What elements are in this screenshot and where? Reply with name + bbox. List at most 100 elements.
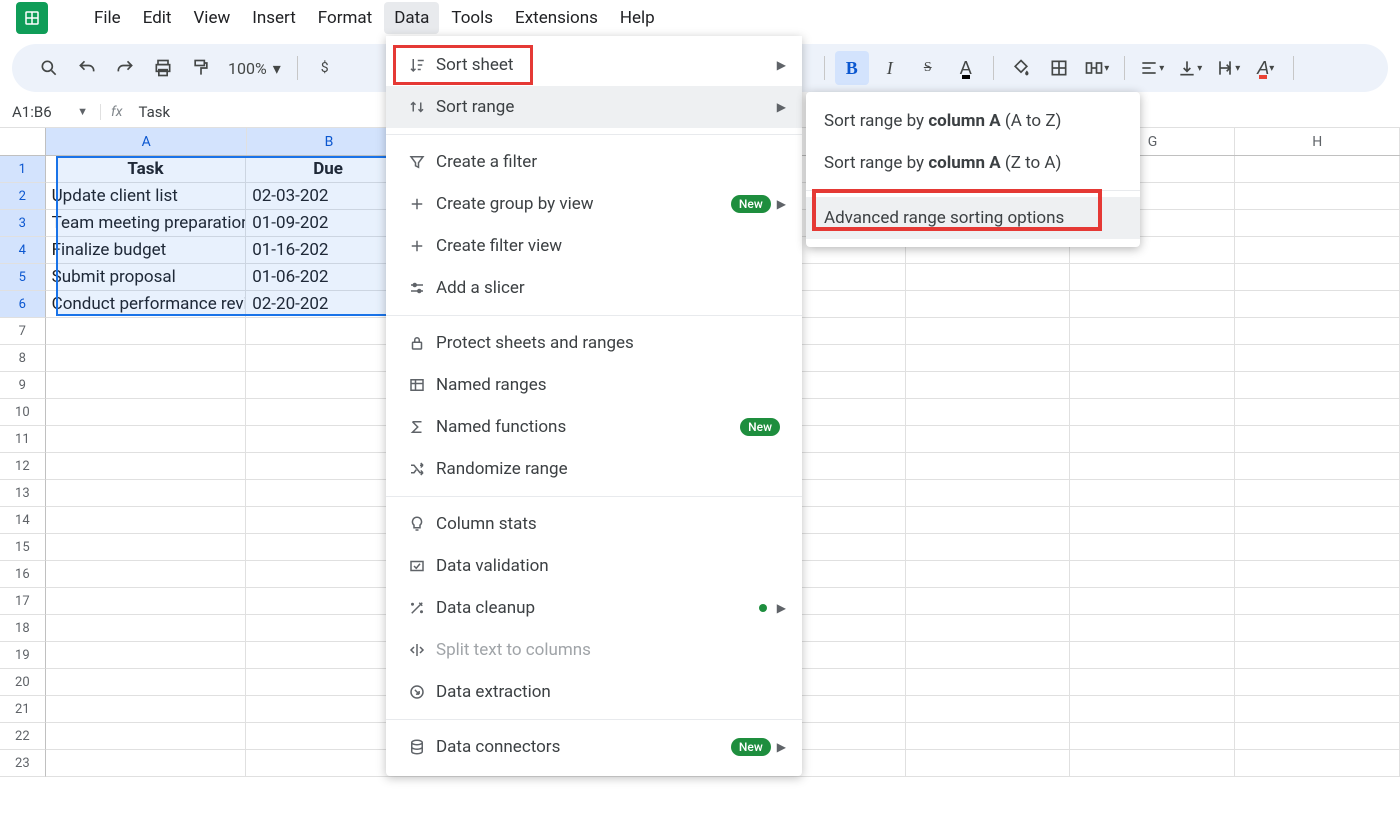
cell[interactable] bbox=[906, 399, 1071, 426]
h-align-icon[interactable]: ▾ bbox=[1135, 51, 1169, 85]
fx-content[interactable]: Task bbox=[132, 103, 176, 121]
cell[interactable] bbox=[1235, 669, 1400, 696]
cell[interactable] bbox=[46, 750, 247, 777]
menu-item-create-filter-view[interactable]: Create filter view bbox=[386, 225, 802, 267]
strikethrough-button[interactable]: S bbox=[911, 51, 945, 85]
cell[interactable] bbox=[46, 318, 247, 345]
merge-cells-icon[interactable]: ▾ bbox=[1080, 51, 1114, 85]
cell[interactable] bbox=[46, 642, 247, 669]
name-box[interactable]: A1:B6 ▼ bbox=[0, 103, 100, 121]
row-header[interactable]: 5 bbox=[0, 264, 46, 291]
cell[interactable] bbox=[1070, 642, 1235, 669]
cell[interactable] bbox=[1070, 399, 1235, 426]
cell[interactable] bbox=[1070, 291, 1235, 318]
cell[interactable] bbox=[1070, 696, 1235, 723]
print-icon[interactable] bbox=[146, 51, 180, 85]
text-color-button[interactable]: A bbox=[949, 51, 983, 85]
cell[interactable] bbox=[1235, 750, 1400, 777]
cell[interactable] bbox=[46, 453, 247, 480]
cell[interactable] bbox=[1235, 237, 1400, 264]
submenu-item[interactable]: Advanced range sorting options bbox=[806, 197, 1140, 239]
cell[interactable] bbox=[46, 426, 247, 453]
menu-item-create-group-by-view[interactable]: Create group by viewNew▶ bbox=[386, 183, 802, 225]
cell[interactable] bbox=[906, 372, 1071, 399]
cell[interactable] bbox=[1235, 561, 1400, 588]
row-header[interactable]: 17 bbox=[0, 588, 46, 615]
row-header[interactable]: 7 bbox=[0, 318, 46, 345]
row-header[interactable]: 9 bbox=[0, 372, 46, 399]
cell[interactable] bbox=[1235, 696, 1400, 723]
cell[interactable] bbox=[1235, 588, 1400, 615]
menu-edit[interactable]: Edit bbox=[133, 2, 182, 34]
menu-item-column-stats[interactable]: Column stats bbox=[386, 503, 802, 545]
col-header-A[interactable]: A bbox=[46, 128, 247, 155]
cell[interactable] bbox=[46, 561, 247, 588]
fill-color-icon[interactable] bbox=[1004, 51, 1038, 85]
cell[interactable] bbox=[906, 588, 1071, 615]
cell[interactable] bbox=[1235, 183, 1400, 210]
italic-button[interactable]: I bbox=[873, 51, 907, 85]
cell[interactable]: Conduct performance review bbox=[46, 291, 247, 318]
cell[interactable] bbox=[46, 372, 247, 399]
cell[interactable] bbox=[1235, 156, 1400, 183]
menu-file[interactable]: File bbox=[84, 2, 131, 34]
row-header[interactable]: 11 bbox=[0, 426, 46, 453]
cell[interactable] bbox=[906, 696, 1071, 723]
menu-item-data-validation[interactable]: Data validation bbox=[386, 545, 802, 587]
menu-item-named-functions[interactable]: Named functionsNew bbox=[386, 406, 802, 448]
cell[interactable] bbox=[1070, 453, 1235, 480]
cell[interactable] bbox=[1070, 615, 1235, 642]
bold-button[interactable]: B bbox=[835, 51, 869, 85]
cell[interactable] bbox=[46, 723, 247, 750]
menu-item-create-a-filter[interactable]: Create a filter bbox=[386, 141, 802, 183]
menu-item-named-ranges[interactable]: Named ranges bbox=[386, 364, 802, 406]
row-header[interactable]: 6 bbox=[0, 291, 46, 318]
wrap-icon[interactable]: ▾ bbox=[1211, 51, 1245, 85]
cell[interactable] bbox=[1070, 669, 1235, 696]
cell[interactable]: Finalize budget bbox=[46, 237, 247, 264]
menu-item-data-extraction[interactable]: Data extraction bbox=[386, 671, 802, 713]
row-header[interactable]: 8 bbox=[0, 345, 46, 372]
row-header[interactable]: 18 bbox=[0, 615, 46, 642]
cell[interactable] bbox=[1070, 588, 1235, 615]
cell[interactable] bbox=[906, 345, 1071, 372]
menu-data[interactable]: Data bbox=[384, 2, 439, 34]
cell[interactable] bbox=[1070, 372, 1235, 399]
cell[interactable] bbox=[1070, 723, 1235, 750]
menu-insert[interactable]: Insert bbox=[242, 2, 306, 34]
row-header[interactable]: 14 bbox=[0, 507, 46, 534]
cell[interactable] bbox=[1235, 615, 1400, 642]
menu-tools[interactable]: Tools bbox=[441, 2, 503, 34]
cell[interactable] bbox=[46, 669, 247, 696]
cell[interactable] bbox=[1235, 534, 1400, 561]
cell[interactable] bbox=[906, 750, 1071, 777]
cell[interactable] bbox=[1235, 399, 1400, 426]
paint-format-icon[interactable] bbox=[184, 51, 218, 85]
row-header[interactable]: 23 bbox=[0, 750, 46, 777]
row-header[interactable]: 21 bbox=[0, 696, 46, 723]
row-header[interactable]: 2 bbox=[0, 183, 46, 210]
row-header[interactable]: 19 bbox=[0, 642, 46, 669]
cell[interactable] bbox=[906, 723, 1071, 750]
cell[interactable]: Update client list bbox=[46, 183, 247, 210]
cell[interactable] bbox=[46, 696, 247, 723]
row-header[interactable]: 3 bbox=[0, 210, 46, 237]
currency-icon[interactable]: $ bbox=[308, 51, 342, 85]
cell[interactable] bbox=[906, 561, 1071, 588]
cell[interactable] bbox=[46, 588, 247, 615]
select-all-corner[interactable] bbox=[0, 128, 46, 155]
row-header[interactable]: 16 bbox=[0, 561, 46, 588]
cell[interactable] bbox=[906, 426, 1071, 453]
row-header[interactable]: 4 bbox=[0, 237, 46, 264]
cell[interactable] bbox=[906, 453, 1071, 480]
row-header[interactable]: 20 bbox=[0, 669, 46, 696]
row-header[interactable]: 22 bbox=[0, 723, 46, 750]
cell[interactable] bbox=[1235, 345, 1400, 372]
menu-item-sort-range[interactable]: Sort range▶ bbox=[386, 86, 802, 128]
search-icon[interactable] bbox=[32, 51, 66, 85]
cell[interactable] bbox=[46, 534, 247, 561]
menu-help[interactable]: Help bbox=[610, 2, 665, 34]
cell[interactable]: Team meeting preparation bbox=[46, 210, 247, 237]
cell[interactable] bbox=[1235, 642, 1400, 669]
cell[interactable] bbox=[1070, 507, 1235, 534]
